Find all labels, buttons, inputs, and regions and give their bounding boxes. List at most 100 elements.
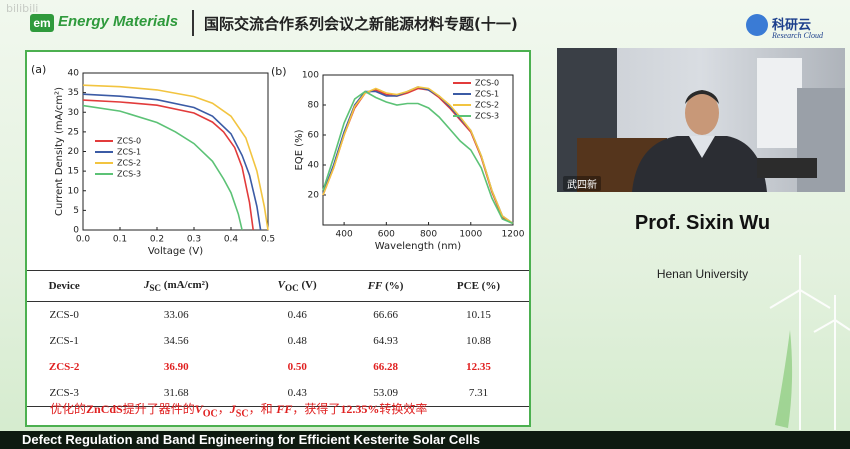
header-cell: JSC (mA/cm²) [101, 270, 252, 302]
legend-label: ZCS-1 [117, 148, 141, 157]
legend-label: ZCS-2 [475, 101, 499, 110]
table-cell: 0.48 [287, 335, 307, 347]
legend-label: ZCS-3 [475, 112, 499, 121]
y-tick-label: 100 [302, 71, 319, 81]
text: SC [235, 408, 249, 420]
header-cell: PCE (%) [427, 270, 529, 302]
table-cell: 36.90 [163, 361, 189, 373]
table-cell: 10.88 [466, 335, 491, 347]
slide [25, 50, 531, 427]
table-cell: 0.43 [251, 380, 344, 407]
y-tick-label: 40 [308, 161, 320, 171]
table-cell: 10.15 [466, 309, 491, 321]
legend-label: ZCS-3 [117, 170, 141, 179]
y-tick-label: 80 [308, 101, 320, 111]
legend-label: ZCS-2 [117, 159, 141, 168]
x-axis-label: Voltage (V) [148, 246, 203, 257]
y-tick-label: 20 [68, 147, 80, 157]
table-header: Device JSC (mA/cm²) VOC (V) FF (%) PCE (… [27, 270, 529, 302]
text: ，和 [248, 402, 277, 416]
series-line [322, 86, 514, 225]
text: 优化的 [50, 402, 87, 416]
x-tick-label: 800 [420, 230, 437, 240]
table-cell: 12.35 [466, 361, 491, 373]
caption: 优化的ZnCdS提升了器件的VOC，JSC，和 FF，获得了12.35%转换效率 [50, 400, 427, 419]
leaf [775, 330, 793, 428]
y-tick-label: 15 [68, 167, 79, 177]
series-line [82, 104, 243, 231]
y-tick-label: 40 [68, 69, 80, 79]
series-line [82, 99, 254, 231]
table-row: ZCS-3 31.68 0.43 53.09 7.31 [27, 380, 529, 407]
text: (V) [298, 278, 317, 291]
affiliation: Henan University [656, 267, 749, 281]
text: (%) [478, 280, 500, 292]
text: ， [217, 402, 230, 416]
table-row: ZCS-1 34.56 0.48 64.93 10.88 [27, 328, 529, 354]
name-tag: 武四新 [563, 176, 601, 191]
x-tick-label: 1000 [459, 230, 482, 240]
text: ，获得了 [292, 402, 341, 416]
text: PCE [456, 280, 479, 292]
text: 转换效率 [379, 402, 428, 416]
partner-logo [746, 14, 768, 36]
x-axis-label: Wavelength (nm) [375, 241, 461, 252]
y-tick-label: 60 [308, 131, 320, 141]
table-row: ZCS-2 36.90 0.50 66.28 12.35 [27, 354, 529, 380]
logo: em [30, 14, 54, 32]
text: OC [202, 408, 218, 420]
text: FF [276, 402, 293, 416]
shirt [689, 136, 715, 158]
header-cell: Device [27, 270, 102, 302]
x-tick-label: 0.0 [76, 235, 91, 245]
y-axis-label: Current Density (mA/cm²) [54, 87, 65, 216]
table-cell: ZCS-1 [49, 335, 79, 347]
table-cell: 53.09 [343, 380, 428, 407]
table-cell: 33.06 [163, 309, 189, 321]
cabinet [757, 58, 802, 148]
y-tick-label: 5 [73, 206, 79, 216]
table-cell: 0.50 [287, 361, 307, 373]
series-line [82, 93, 262, 231]
body [632, 136, 767, 192]
text: ZnCdS [86, 402, 123, 416]
text: J [143, 278, 150, 291]
brand: Energy Materials [58, 13, 179, 30]
y-tick-label: 10 [68, 186, 80, 196]
table-cell: ZCS-0 [49, 309, 79, 321]
y-tick-label: 20 [308, 191, 320, 201]
series-line [82, 84, 269, 231]
watermark: bilibili [6, 2, 39, 15]
x-tick-label: 1200 [502, 230, 525, 240]
turbines [769, 255, 850, 430]
table-cell: 7.31 [427, 380, 529, 407]
video-frame [557, 48, 845, 192]
x-tick-label: 0.5 [261, 235, 275, 245]
results-table: Device JSC (mA/cm²) VOC (V) FF (%) PCE (… [27, 270, 529, 407]
y-tick-label: 0 [73, 226, 79, 236]
table-cell: 0.46 [287, 309, 307, 321]
text: OC [284, 283, 299, 294]
legend-label: ZCS-1 [475, 90, 499, 99]
table-cell: 34.56 [163, 335, 189, 347]
text: (%) [382, 280, 404, 292]
text: V [194, 402, 203, 416]
panel-label: (a) [31, 63, 46, 76]
separator [192, 10, 194, 36]
table-cell: 66.28 [373, 361, 398, 373]
speaker-name: Prof. Sixin Wu [634, 212, 771, 234]
text: J [229, 402, 236, 416]
hair [685, 90, 719, 104]
table-cell: 64.93 [373, 335, 398, 347]
text: 12.35% [340, 402, 380, 416]
speaker-video: 武四新 [557, 48, 845, 192]
partner-sub: Research Cloud [772, 31, 824, 40]
head [685, 91, 719, 135]
legend-label: ZCS-0 [475, 79, 499, 88]
plot-frame [322, 74, 514, 226]
table-cell: ZCS-2 [48, 361, 80, 373]
x-tick-label: 0.2 [150, 235, 164, 245]
header-cell: FF (%) [343, 270, 428, 302]
